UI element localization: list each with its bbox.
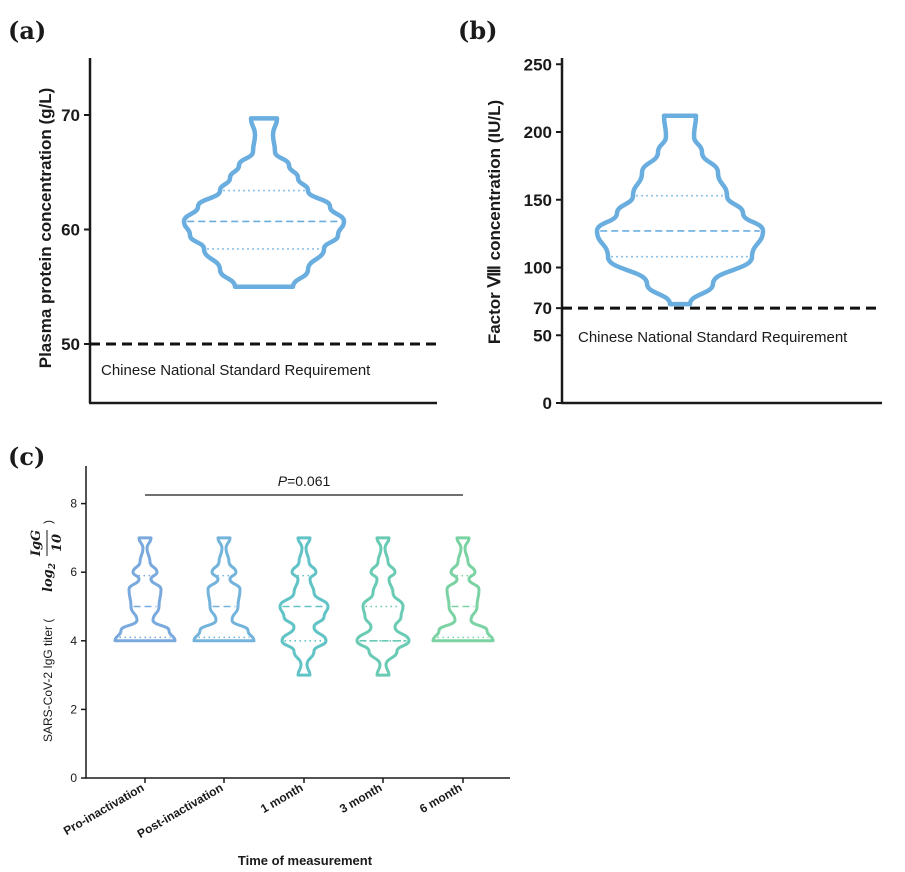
y-tick-label-c: 6 (70, 565, 77, 579)
y-tick-label-b: 150 (524, 191, 552, 210)
y-axis-label-c: SARS-CoV-2 IgG titer ( log2 IgG 10 ) (29, 520, 65, 742)
reference-label-a: Chinese National Standard Requirement (101, 362, 371, 379)
y-axis-label-c-close: ) (41, 520, 55, 524)
y-tick-label-a: 50 (61, 335, 80, 354)
reference-label-b: Chinese National Standard Requirement (578, 329, 848, 346)
y-axis-label-a: Plasma protein concentration (g/L) (36, 88, 55, 369)
x-axis-label-c: Time of measurement (238, 853, 373, 868)
violin-c-4 (431, 536, 495, 643)
y-tick-label-b: 70 (533, 299, 552, 318)
violin-c-0 (113, 536, 177, 643)
y-tick-label-a: 60 (61, 221, 80, 240)
y-tick-label-c: 0 (70, 771, 77, 785)
violin-c-3 (355, 536, 411, 677)
y-tick-label-c: 8 (70, 497, 77, 511)
violin-b (594, 113, 766, 307)
y-tick-label-c: 4 (70, 634, 77, 648)
y-tick-label-a: 70 (61, 106, 80, 125)
x-tick-label-c: 3 month (337, 780, 384, 815)
y-tick-label-b: 200 (524, 123, 552, 142)
y-axis-label-c-denominator: 10 (50, 534, 65, 552)
violin-a (181, 116, 347, 290)
violin-c-2 (278, 536, 330, 677)
y-tick-label-b: 50 (533, 326, 552, 345)
y-tick-label-b: 0 (543, 394, 552, 413)
panel-c: P=0.061 Time of measurement SARS-CoV-2 I… (29, 466, 510, 868)
y-tick-label-b: 100 (524, 259, 552, 278)
y-axis-label-b: Factor Ⅷ concentration (IU/L) (485, 100, 504, 344)
x-tick-label-c: Post-inactivation (135, 780, 226, 840)
panel-a: Plasma protein concentration (g/L) Chine… (36, 58, 437, 405)
y-axis-label-c-text: SARS-CoV-2 IgG titer ( (41, 619, 55, 742)
y-tick-label-c: 2 (70, 702, 77, 716)
y-axis-label-c-numerator: IgG (29, 530, 44, 557)
panel-label-b: (b) (458, 16, 498, 45)
panel-label-a: (a) (8, 16, 46, 45)
x-tick-label-c: 6 month (417, 780, 464, 815)
y-tick-label-b: 250 (524, 55, 552, 74)
x-tick-label-c: Pro-inactivation (61, 780, 147, 837)
violin-c-1 (192, 536, 256, 643)
panel-label-c: (c) (8, 442, 45, 471)
p-value-annotation: P=0.061 (278, 473, 331, 489)
panel-b: Factor Ⅷ concentration (IU/L) Chinese Na… (485, 55, 882, 413)
x-tick-label-c: 1 month (258, 780, 305, 815)
y-axis-label-c-log: log2 (41, 563, 58, 592)
